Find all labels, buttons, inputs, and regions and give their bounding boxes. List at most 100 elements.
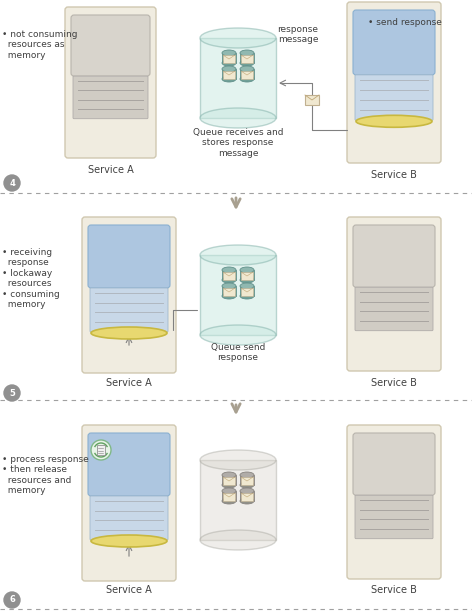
FancyBboxPatch shape bbox=[90, 496, 168, 540]
Ellipse shape bbox=[91, 535, 167, 547]
Circle shape bbox=[91, 440, 111, 460]
Bar bbox=[241, 71, 253, 79]
Ellipse shape bbox=[240, 498, 254, 504]
Text: 4: 4 bbox=[9, 179, 15, 187]
Text: Service A: Service A bbox=[88, 165, 134, 175]
Text: Service B: Service B bbox=[371, 378, 417, 388]
Bar bbox=[222, 53, 236, 63]
FancyBboxPatch shape bbox=[347, 2, 441, 163]
Circle shape bbox=[4, 175, 20, 191]
FancyBboxPatch shape bbox=[82, 425, 176, 581]
Ellipse shape bbox=[240, 76, 254, 82]
FancyBboxPatch shape bbox=[353, 10, 435, 75]
Text: • process response
• then release
  resources and
  memory: • process response • then release resour… bbox=[2, 455, 89, 495]
Bar bbox=[222, 69, 236, 79]
Ellipse shape bbox=[222, 66, 236, 72]
FancyBboxPatch shape bbox=[355, 75, 433, 120]
FancyBboxPatch shape bbox=[88, 433, 170, 496]
Bar bbox=[241, 493, 253, 501]
Text: • receiving
  response
• lockaway
  resources
• consuming
  memory: • receiving response • lockaway resource… bbox=[2, 248, 60, 309]
Ellipse shape bbox=[240, 277, 254, 283]
Ellipse shape bbox=[200, 450, 276, 470]
FancyBboxPatch shape bbox=[71, 15, 150, 76]
Bar bbox=[222, 475, 236, 485]
Circle shape bbox=[4, 385, 20, 401]
Ellipse shape bbox=[222, 482, 236, 488]
Ellipse shape bbox=[200, 245, 276, 265]
FancyBboxPatch shape bbox=[65, 7, 156, 158]
Text: Service A: Service A bbox=[106, 378, 152, 388]
Bar bbox=[200, 38, 276, 118]
Text: response
message: response message bbox=[278, 25, 319, 44]
Text: Queue send
response: Queue send response bbox=[211, 343, 265, 362]
Bar bbox=[222, 270, 236, 280]
Ellipse shape bbox=[356, 115, 432, 127]
Bar bbox=[223, 55, 235, 63]
Ellipse shape bbox=[200, 28, 276, 48]
Ellipse shape bbox=[222, 267, 236, 273]
Ellipse shape bbox=[240, 283, 254, 289]
Bar bbox=[200, 460, 276, 540]
Ellipse shape bbox=[222, 50, 236, 56]
FancyBboxPatch shape bbox=[90, 288, 168, 332]
Circle shape bbox=[4, 592, 20, 608]
Ellipse shape bbox=[240, 60, 254, 66]
Ellipse shape bbox=[240, 66, 254, 72]
FancyBboxPatch shape bbox=[355, 495, 433, 538]
FancyBboxPatch shape bbox=[73, 76, 148, 119]
Text: Service B: Service B bbox=[371, 170, 417, 180]
Bar bbox=[241, 272, 253, 280]
Bar bbox=[241, 55, 253, 63]
Ellipse shape bbox=[200, 325, 276, 345]
Bar bbox=[240, 69, 254, 79]
Ellipse shape bbox=[240, 488, 254, 494]
Bar bbox=[240, 270, 254, 280]
Ellipse shape bbox=[240, 50, 254, 56]
Bar bbox=[305, 95, 319, 105]
Ellipse shape bbox=[222, 488, 236, 494]
Bar bbox=[240, 286, 254, 296]
Ellipse shape bbox=[200, 108, 276, 128]
Ellipse shape bbox=[240, 267, 254, 273]
Text: 6: 6 bbox=[9, 596, 15, 605]
Ellipse shape bbox=[222, 76, 236, 82]
Bar bbox=[223, 71, 235, 79]
Bar bbox=[240, 491, 254, 501]
Bar bbox=[223, 288, 235, 296]
Text: Queue receives and
stores response
message: Queue receives and stores response messa… bbox=[193, 128, 283, 158]
Ellipse shape bbox=[91, 327, 167, 339]
Bar bbox=[222, 286, 236, 296]
Ellipse shape bbox=[222, 293, 236, 299]
Bar bbox=[223, 493, 235, 501]
Ellipse shape bbox=[222, 283, 236, 289]
Bar bbox=[97, 445, 105, 455]
Ellipse shape bbox=[240, 293, 254, 299]
Bar bbox=[222, 491, 236, 501]
Text: • send response: • send response bbox=[368, 18, 442, 27]
Bar bbox=[241, 288, 253, 296]
Bar bbox=[223, 477, 235, 485]
Bar bbox=[223, 272, 235, 280]
Bar bbox=[240, 53, 254, 63]
FancyBboxPatch shape bbox=[347, 217, 441, 371]
Text: Service A: Service A bbox=[106, 585, 152, 595]
Ellipse shape bbox=[222, 60, 236, 66]
Ellipse shape bbox=[200, 530, 276, 550]
FancyBboxPatch shape bbox=[88, 225, 170, 288]
Ellipse shape bbox=[222, 472, 236, 478]
Bar bbox=[240, 475, 254, 485]
Text: 5: 5 bbox=[9, 389, 15, 397]
Bar bbox=[241, 477, 253, 485]
Ellipse shape bbox=[240, 472, 254, 478]
Text: • not consuming
  resources as
  memory: • not consuming resources as memory bbox=[2, 30, 77, 60]
FancyBboxPatch shape bbox=[82, 217, 176, 373]
Bar bbox=[200, 255, 276, 335]
Text: Service B: Service B bbox=[371, 585, 417, 595]
FancyBboxPatch shape bbox=[355, 287, 433, 331]
Ellipse shape bbox=[222, 277, 236, 283]
FancyBboxPatch shape bbox=[353, 433, 435, 495]
Ellipse shape bbox=[222, 498, 236, 504]
FancyBboxPatch shape bbox=[347, 425, 441, 579]
FancyBboxPatch shape bbox=[353, 225, 435, 287]
Ellipse shape bbox=[240, 482, 254, 488]
